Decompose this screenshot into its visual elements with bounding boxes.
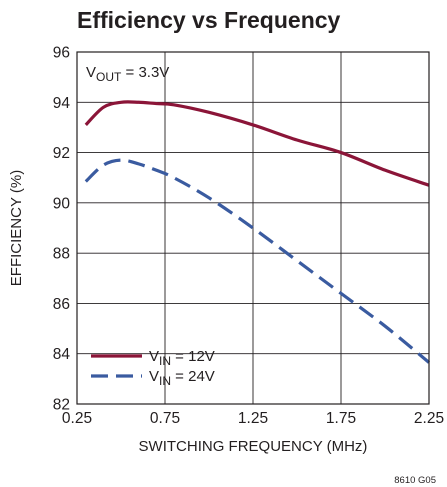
y-tick-label: 82 [53,397,70,414]
y-tick-label: 92 [53,145,70,162]
y-axis-label: EFFICIENCY (%) [8,170,25,286]
y-tick-label: 86 [53,296,70,313]
x-tick-label: 0.25 [62,410,92,427]
vout-annotation-prefix: V [86,64,96,81]
series-layer [84,100,431,364]
y-tick-label: 90 [53,195,71,212]
series-line-2 [84,158,431,364]
y-tick-label: 94 [53,95,71,112]
y-tick-label: 84 [53,346,71,363]
vout-annotation: VOUT = 3.3V [86,64,169,84]
y-tick-labels: 82 84 86 88 90 92 94 96 [53,45,71,414]
x-tick-label: 1.25 [238,410,268,427]
x-tick-label: 0.75 [150,410,180,427]
x-axis-label: SWITCHING FREQUENCY (MHz) [139,438,368,455]
grid [77,52,429,404]
series-line-1 [84,100,430,187]
y-tick-label: 88 [53,246,70,263]
legend-label-2: VIN = 24V [149,368,215,388]
legend-label-1: VIN = 12V [149,348,215,368]
x-tick-labels: 0.25 0.75 1.25 1.75 2.25 [62,410,444,427]
plot-frame [76,51,430,405]
x-tick-label: 1.75 [326,410,356,427]
chart-title: Efficiency vs Frequency [77,7,341,33]
vout-annotation-suffix: = 3.3V [121,64,169,81]
y-tick-label: 96 [53,45,70,62]
vout-annotation-sub: OUT [96,70,122,84]
x-tick-label: 2.25 [414,410,444,427]
figure-code: 8610 G05 [394,475,436,486]
